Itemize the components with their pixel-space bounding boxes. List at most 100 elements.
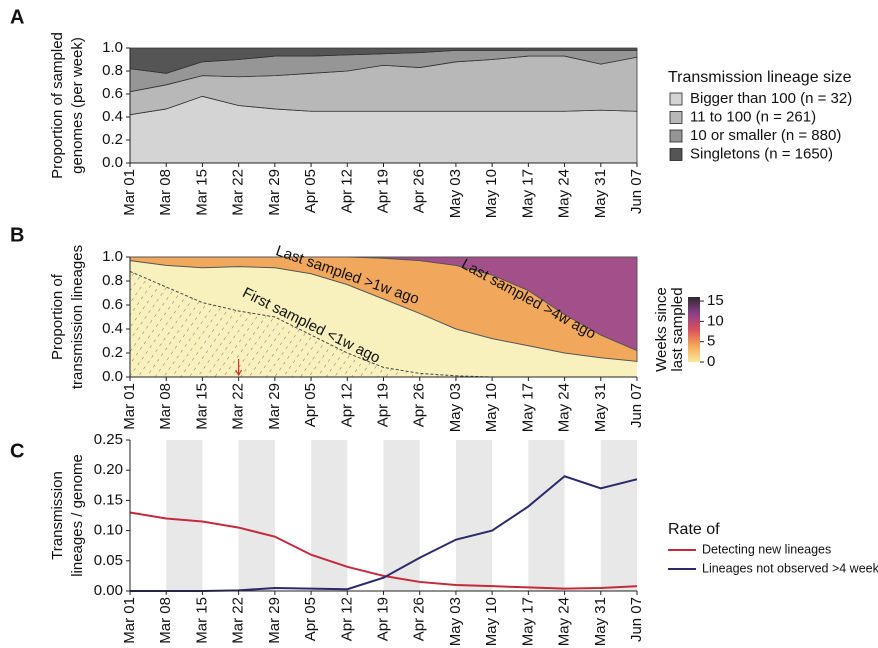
x-tick-label: May 31 bbox=[592, 597, 609, 646]
x-tick-label: May 24 bbox=[556, 169, 573, 218]
colorbar-tick-label: 0 bbox=[707, 353, 715, 370]
x-tick-label: Jun 07 bbox=[628, 383, 645, 428]
week-shade bbox=[528, 440, 565, 591]
x-tick-label: Mar 22 bbox=[230, 383, 247, 430]
y-tick-label: 0.8 bbox=[102, 62, 123, 79]
colorbar-tick-label: 15 bbox=[707, 292, 724, 309]
y-tick-label: 0.6 bbox=[102, 296, 123, 313]
x-tick-label: May 03 bbox=[447, 383, 464, 432]
legend-swatch bbox=[669, 148, 683, 161]
y-tick-label: 0.10 bbox=[94, 522, 123, 539]
y-tick-label: 0.4 bbox=[102, 320, 123, 337]
x-tick-label: Apr 05 bbox=[302, 383, 319, 427]
legend-label: Detecting new lineages bbox=[702, 542, 831, 556]
x-tick-label: Apr 19 bbox=[374, 597, 391, 641]
x-tick-label: Mar 22 bbox=[230, 169, 247, 216]
legend-label: 10 or smaller (n = 880) bbox=[690, 127, 841, 144]
arrow bbox=[235, 359, 243, 377]
y-axis-label: transmission lineages bbox=[69, 245, 86, 389]
x-tick-label: May 03 bbox=[447, 169, 464, 218]
y-axis-label: Proportion of bbox=[49, 273, 66, 360]
colorbar bbox=[688, 297, 700, 362]
y-tick-label: 0.00 bbox=[94, 582, 123, 599]
x-tick-label: May 03 bbox=[447, 597, 464, 646]
y-tick-label: 0.8 bbox=[102, 272, 123, 289]
legend-swatch bbox=[669, 129, 683, 143]
y-axis-label: lineages / genome bbox=[69, 454, 86, 577]
x-tick-label: Mar 08 bbox=[157, 383, 174, 430]
y-tick-label: 0.2 bbox=[102, 131, 123, 148]
legend-label: Bigger than 100 (n = 32) bbox=[690, 90, 852, 107]
x-tick-label: May 17 bbox=[519, 383, 536, 432]
legend-swatch bbox=[669, 92, 683, 106]
y-tick-label: 0.05 bbox=[94, 552, 123, 569]
area-above bbox=[130, 256, 638, 352]
y-tick-label: 0.25 bbox=[94, 431, 123, 448]
x-tick-label: Mar 01 bbox=[121, 597, 138, 644]
y-tick-label: 0.6 bbox=[102, 85, 123, 102]
x-tick-label: Mar 08 bbox=[157, 169, 174, 216]
y-axis-label: Proportion of sampled bbox=[49, 32, 66, 179]
x-tick-label: Mar 15 bbox=[193, 383, 210, 430]
week-shade bbox=[311, 440, 348, 591]
x-tick-label: May 10 bbox=[483, 169, 500, 218]
x-tick-label: Mar 29 bbox=[266, 597, 283, 644]
legend-title: Transmission lineage size bbox=[668, 69, 852, 86]
x-tick-label: Mar 08 bbox=[157, 597, 174, 644]
x-tick-label: Apr 05 bbox=[302, 169, 319, 213]
line bbox=[129, 511, 638, 590]
x-tick-label: Mar 29 bbox=[266, 169, 283, 216]
week-shade bbox=[455, 440, 493, 591]
legend-label: 11 to 100 (n = 261) bbox=[690, 108, 816, 125]
x-tick-label: May 24 bbox=[556, 597, 573, 646]
y-tick-label: 1.0 bbox=[102, 248, 123, 265]
colorbar-label: Weeks since bbox=[653, 287, 670, 372]
x-tick-label: Mar 15 bbox=[193, 597, 210, 644]
y-tick-label: 0.0 bbox=[102, 154, 123, 171]
panel-label: C bbox=[10, 440, 24, 462]
week-shade bbox=[238, 440, 275, 591]
x-tick-label: May 24 bbox=[556, 383, 573, 432]
stacked-area bbox=[129, 47, 638, 74]
x-tick-label: Mar 01 bbox=[121, 383, 138, 430]
x-tick-label: Mar 22 bbox=[230, 597, 247, 644]
x-tick-label: May 10 bbox=[483, 597, 500, 646]
y-tick-label: 0.4 bbox=[102, 108, 123, 125]
x-tick-label: Apr 12 bbox=[338, 169, 355, 213]
x-tick-label: Apr 12 bbox=[338, 597, 355, 641]
y-tick-label: 0.15 bbox=[94, 491, 123, 508]
week-shade bbox=[383, 440, 420, 591]
x-tick-label: Mar 01 bbox=[121, 169, 138, 216]
week-shade bbox=[166, 440, 203, 591]
y-axis-label: Transmission bbox=[49, 471, 66, 560]
legend-label: Lineages not observed >4 weeks bbox=[702, 561, 878, 575]
y-tick-label: 0.2 bbox=[102, 344, 123, 361]
colorbar-tick-label: 10 bbox=[707, 312, 724, 329]
x-tick-label: Mar 29 bbox=[266, 383, 283, 430]
x-tick-label: Jun 07 bbox=[628, 169, 645, 214]
y-axis-label: genomes (per week) bbox=[69, 37, 86, 174]
x-tick-label: Apr 26 bbox=[411, 597, 428, 641]
x-tick-label: Apr 05 bbox=[302, 597, 319, 641]
x-tick-label: Mar 15 bbox=[193, 169, 210, 216]
panel-label: B bbox=[10, 224, 24, 246]
x-tick-label: May 31 bbox=[592, 169, 609, 218]
x-tick-label: May 17 bbox=[519, 169, 536, 218]
x-tick-label: May 10 bbox=[483, 383, 500, 432]
x-tick-label: Apr 12 bbox=[338, 383, 355, 427]
legend-title: Rate of bbox=[668, 521, 720, 538]
y-tick-label: 0.0 bbox=[102, 368, 123, 385]
x-tick-label: Apr 26 bbox=[411, 383, 428, 427]
colorbar-label: last sampled bbox=[669, 287, 686, 371]
x-tick-label: May 17 bbox=[519, 597, 536, 646]
x-tick-label: Apr 19 bbox=[374, 169, 391, 213]
panel-label: A bbox=[10, 6, 24, 28]
colorbar-tick-label: 5 bbox=[707, 333, 715, 350]
y-tick-label: 0.20 bbox=[94, 461, 123, 478]
x-tick-label: May 31 bbox=[592, 383, 609, 432]
legend-swatch bbox=[669, 111, 683, 124]
x-tick-label: Apr 19 bbox=[374, 383, 391, 427]
x-tick-label: Apr 26 bbox=[411, 169, 428, 213]
legend-label: Singletons (n = 1650) bbox=[690, 145, 833, 162]
